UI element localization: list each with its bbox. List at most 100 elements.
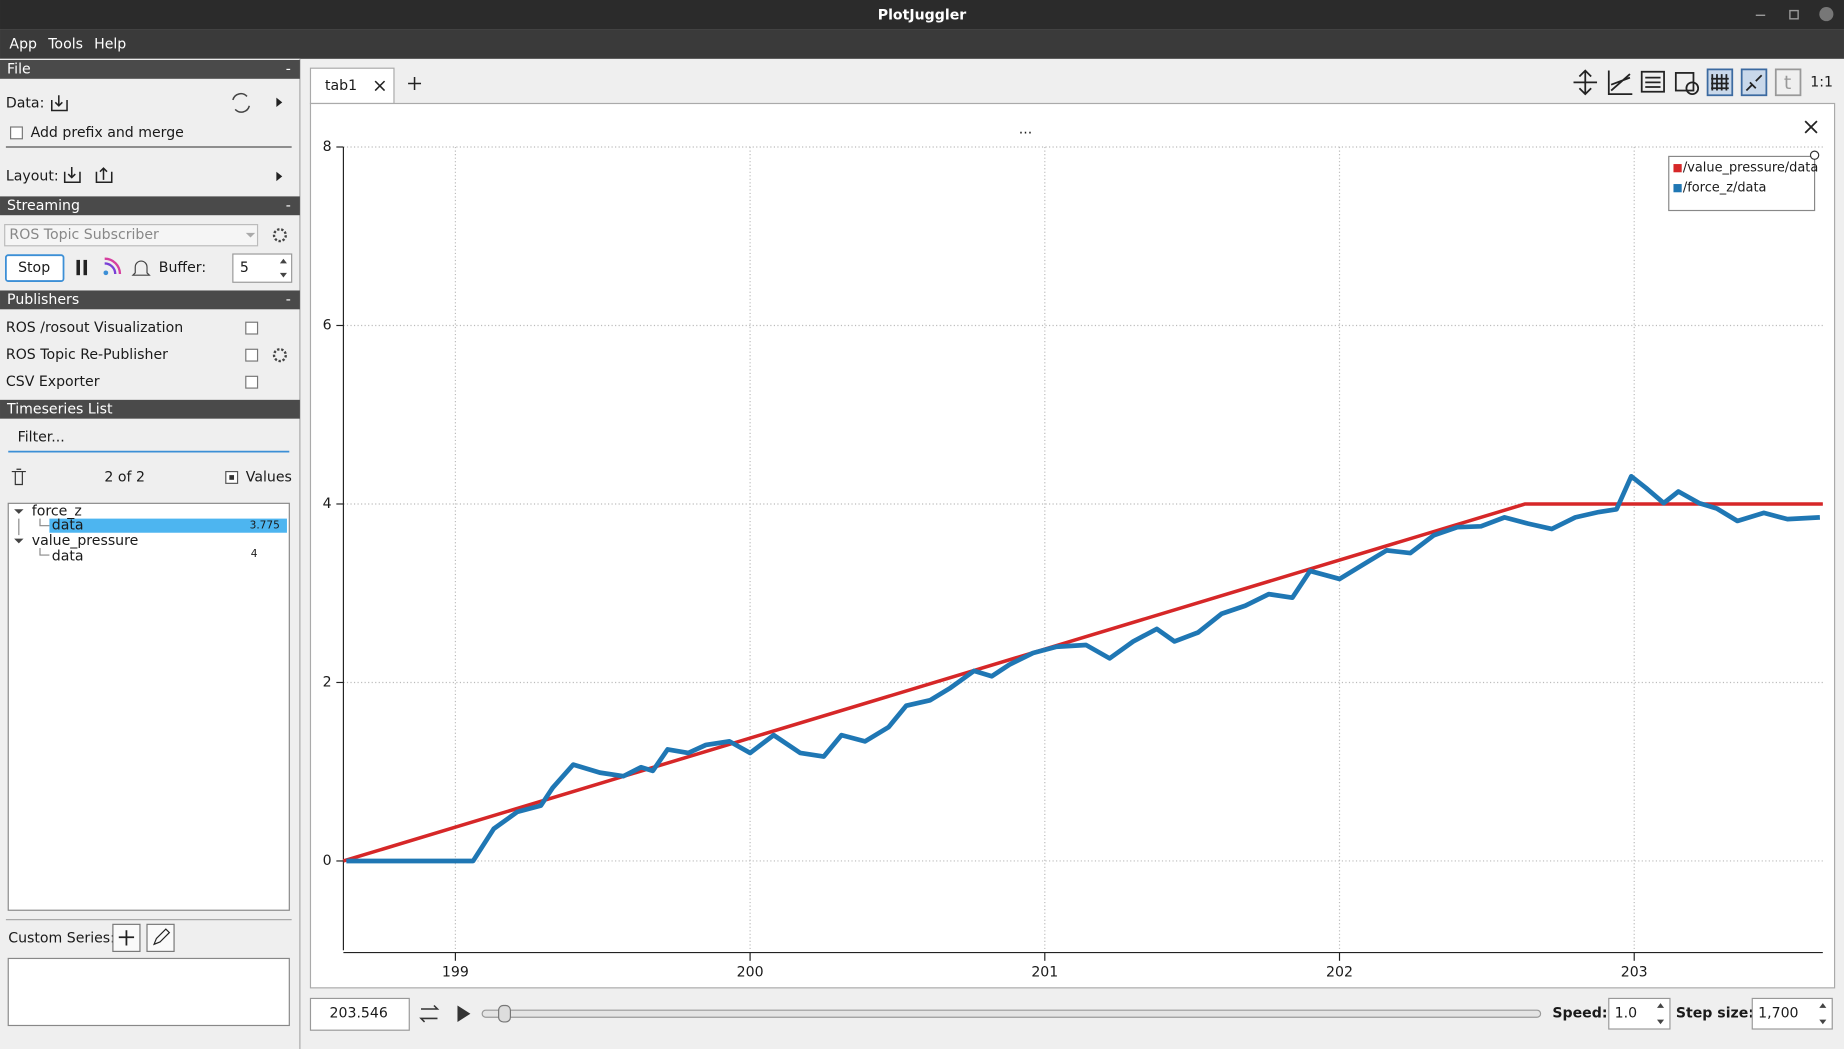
x-tick-label: 200 <box>737 965 764 981</box>
data-label: Data: <box>6 95 44 111</box>
legend <box>1668 155 1816 212</box>
x-tick-label: 203 <box>1621 965 1648 981</box>
publisher-label: ROS /rosout Visualization <box>6 320 183 336</box>
tree-arrow[interactable] <box>14 538 24 544</box>
stop-button[interactable] <box>5 254 65 282</box>
pause-icon[interactable] <box>76 259 88 276</box>
tree-leaf[interactable]: data <box>52 518 84 534</box>
buffer-label: Buffer: <box>159 260 206 276</box>
time-slider[interactable] <box>481 1009 1542 1018</box>
spin-arrows[interactable] <box>1657 1003 1827 1025</box>
tab-label: tab1 <box>325 78 357 94</box>
expand-arrow[interactable] <box>276 171 283 182</box>
tree-node[interactable]: value_pressure <box>32 533 139 549</box>
step-value: 1,700 <box>1758 1006 1798 1022</box>
tree-lines <box>18 518 50 556</box>
checkbox[interactable] <box>245 348 259 362</box>
settings-icon[interactable] <box>272 348 287 363</box>
settings-icon[interactable] <box>272 228 287 243</box>
x-tick-label: 201 <box>1031 965 1058 981</box>
combobox-text: ROS Topic Subscriber <box>9 227 159 243</box>
layout-label: Layout: <box>6 168 59 184</box>
series-line <box>342 502 1823 863</box>
section-title: Streaming <box>7 198 80 214</box>
pencil-icon <box>153 928 171 946</box>
custom-series-label: Custom Series: <box>8 930 115 946</box>
current-time: 203.546 <box>330 1006 388 1022</box>
collapse-toggle[interactable]: - <box>286 292 291 308</box>
step-label: Step size: <box>1676 1006 1754 1022</box>
y-tick-label: 0 <box>323 853 332 869</box>
expand-arrow[interactable] <box>276 97 283 108</box>
menu-item[interactable]: Help <box>94 37 126 53</box>
legend-handle <box>1809 150 1820 160</box>
collapse-toggle[interactable]: - <box>286 198 291 214</box>
play-button[interactable] <box>457 1005 471 1022</box>
speed-value: 1.0 <box>1615 1006 1637 1022</box>
section-header[interactable] <box>0 290 300 310</box>
series-line <box>346 473 1821 864</box>
add-tab[interactable] <box>408 77 422 90</box>
legend-label: /value_pressure/data <box>1683 161 1818 176</box>
speed-label: Speed: <box>1552 1006 1607 1022</box>
load-data-icon[interactable] <box>50 95 68 112</box>
loop-icon[interactable] <box>419 1004 440 1023</box>
x-tick-label: 202 <box>1326 965 1353 981</box>
tree-value: 4 <box>251 548 258 560</box>
buffer-spinbox[interactable] <box>232 253 293 283</box>
checkbox[interactable] <box>245 375 259 389</box>
checkbox-label: Add prefix and merge <box>31 125 184 141</box>
chart: 0 2 4 6 8 199 200 201 202 203/value_pressure/data… <box>323 139 1823 981</box>
legend-swatch <box>1673 164 1682 173</box>
trash-icon[interactable] <box>11 468 26 486</box>
section-header[interactable] <box>0 399 300 419</box>
filter-input[interactable]: Filter... <box>18 429 65 445</box>
series-count: 2 of 2 <box>104 469 145 485</box>
section-title: Publishers <box>7 292 79 308</box>
menu-item[interactable]: Tools <box>47 37 83 53</box>
section-title: File <box>7 61 31 77</box>
buffer-value: 5 <box>240 260 249 276</box>
tree-arrow[interactable] <box>14 509 24 514</box>
zoom-ratio[interactable]: 1:1 <box>1810 74 1833 90</box>
y-tick-label: 6 <box>323 317 332 333</box>
edit-button[interactable] <box>146 923 175 952</box>
toolbar[interactable]: t <box>1573 68 1802 97</box>
section-title: Timeseries List <box>6 401 113 417</box>
time-display[interactable] <box>309 997 410 1031</box>
checkbox[interactable] <box>10 126 23 140</box>
plot-area <box>309 102 1836 989</box>
menu-bar <box>0 29 1844 59</box>
tree-node[interactable]: force_z <box>32 504 82 520</box>
tab-close[interactable] <box>374 80 386 92</box>
checkbox[interactable] <box>245 321 259 335</box>
button-text: Stop <box>18 260 50 276</box>
collapse-toggle[interactable]: - <box>286 61 291 77</box>
source-combobox[interactable] <box>4 224 259 247</box>
tree-view <box>7 502 290 911</box>
y-tick-label: 4 <box>323 496 332 512</box>
slider-handle[interactable] <box>498 1004 511 1023</box>
window-controls[interactable] <box>1755 7 1834 22</box>
tree-leaf[interactable]: data <box>52 548 84 564</box>
custom-series-list <box>7 957 290 1027</box>
step-spinbox[interactable] <box>1751 997 1833 1030</box>
close-plot[interactable] <box>1804 120 1818 134</box>
spin-arrows[interactable] <box>279 258 287 278</box>
publisher-label: CSV Exporter <box>6 374 100 390</box>
selection-highlight <box>49 518 287 533</box>
checkbox-label: Values <box>246 469 292 485</box>
rss-icon[interactable] <box>103 257 122 276</box>
combo-arrow <box>245 232 256 238</box>
layout-icons[interactable] <box>63 166 113 184</box>
t0-glyph: t <box>1784 73 1791 94</box>
publisher-label: ROS Topic Re-Publisher <box>6 347 168 363</box>
reload-icon[interactable] <box>232 92 251 113</box>
section-header[interactable] <box>0 59 300 79</box>
section-header[interactable] <box>0 196 300 216</box>
speed-spinbox[interactable] <box>1608 997 1671 1030</box>
tree-value: 3.775 <box>250 520 280 532</box>
bell-icon[interactable] <box>131 260 151 276</box>
menu-item[interactable]: App <box>9 37 37 53</box>
